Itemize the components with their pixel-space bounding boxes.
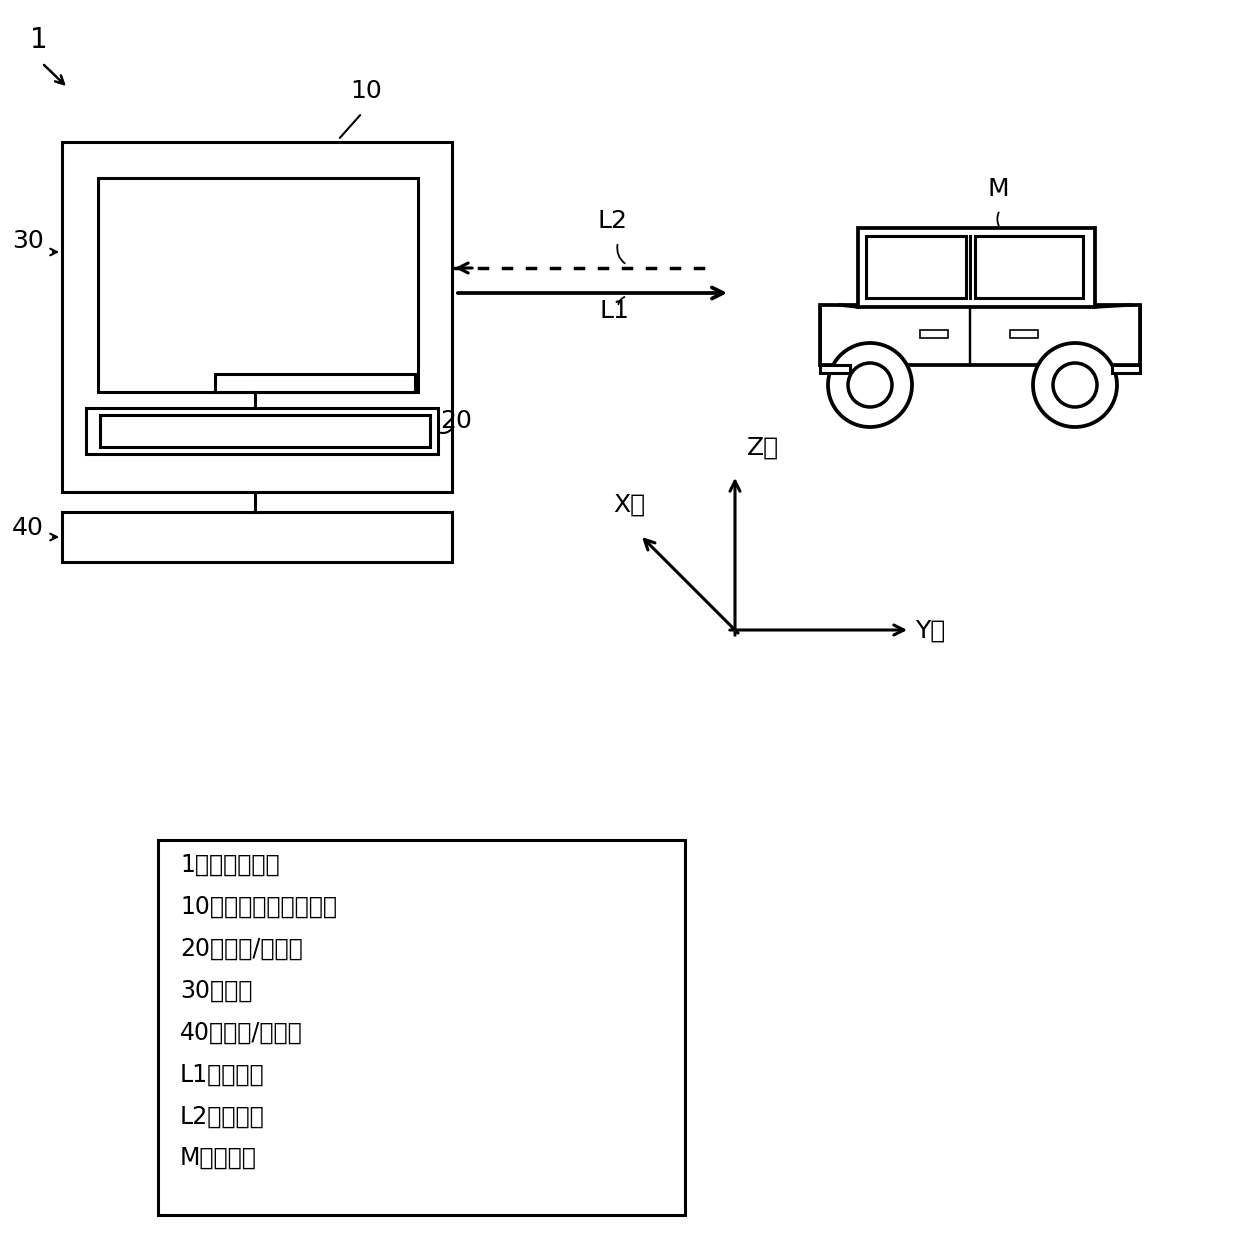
Bar: [100, 414, 430, 447]
Circle shape: [828, 343, 911, 427]
Bar: [820, 305, 1140, 365]
Text: 40: 40: [12, 516, 43, 540]
Text: 1: 1: [30, 26, 47, 54]
Text: 20: 20: [440, 409, 472, 433]
Bar: [1011, 330, 1038, 338]
Text: 10: 10: [350, 79, 382, 103]
Circle shape: [1053, 363, 1097, 407]
Text: M：对象物: M：对象物: [180, 1147, 257, 1171]
Text: X轴: X轴: [613, 494, 645, 517]
Text: L1：脉冲光: L1：脉冲光: [180, 1063, 264, 1086]
Text: 30: 30: [12, 229, 43, 252]
Bar: [62, 142, 453, 492]
Text: Z轴: Z轴: [746, 436, 779, 460]
Bar: [858, 229, 1095, 306]
Bar: [820, 365, 849, 373]
Bar: [86, 408, 438, 453]
Circle shape: [848, 363, 892, 407]
Bar: [215, 374, 415, 392]
Bar: [975, 236, 1083, 298]
Text: 10：飞行时间测量装置: 10：飞行时间测量装置: [180, 894, 337, 919]
Text: 30：笱体: 30：笱体: [180, 978, 253, 1002]
Bar: [920, 330, 949, 338]
Bar: [157, 840, 684, 1215]
Text: 40：驱动/接口部: 40：驱动/接口部: [180, 1020, 303, 1045]
Text: 20：控制/电源部: 20：控制/电源部: [180, 937, 303, 961]
Bar: [866, 236, 966, 298]
Bar: [1112, 365, 1140, 373]
Text: L1: L1: [600, 299, 630, 323]
Text: L2: L2: [598, 208, 627, 234]
Text: M: M: [988, 177, 1009, 201]
Text: Y轴: Y轴: [915, 619, 945, 643]
Text: 1：光雷达装置: 1：光雷达装置: [180, 853, 280, 877]
Circle shape: [1033, 343, 1117, 427]
Bar: [62, 512, 453, 561]
Text: L2：反射光: L2：反射光: [180, 1104, 265, 1128]
Bar: [98, 178, 418, 392]
